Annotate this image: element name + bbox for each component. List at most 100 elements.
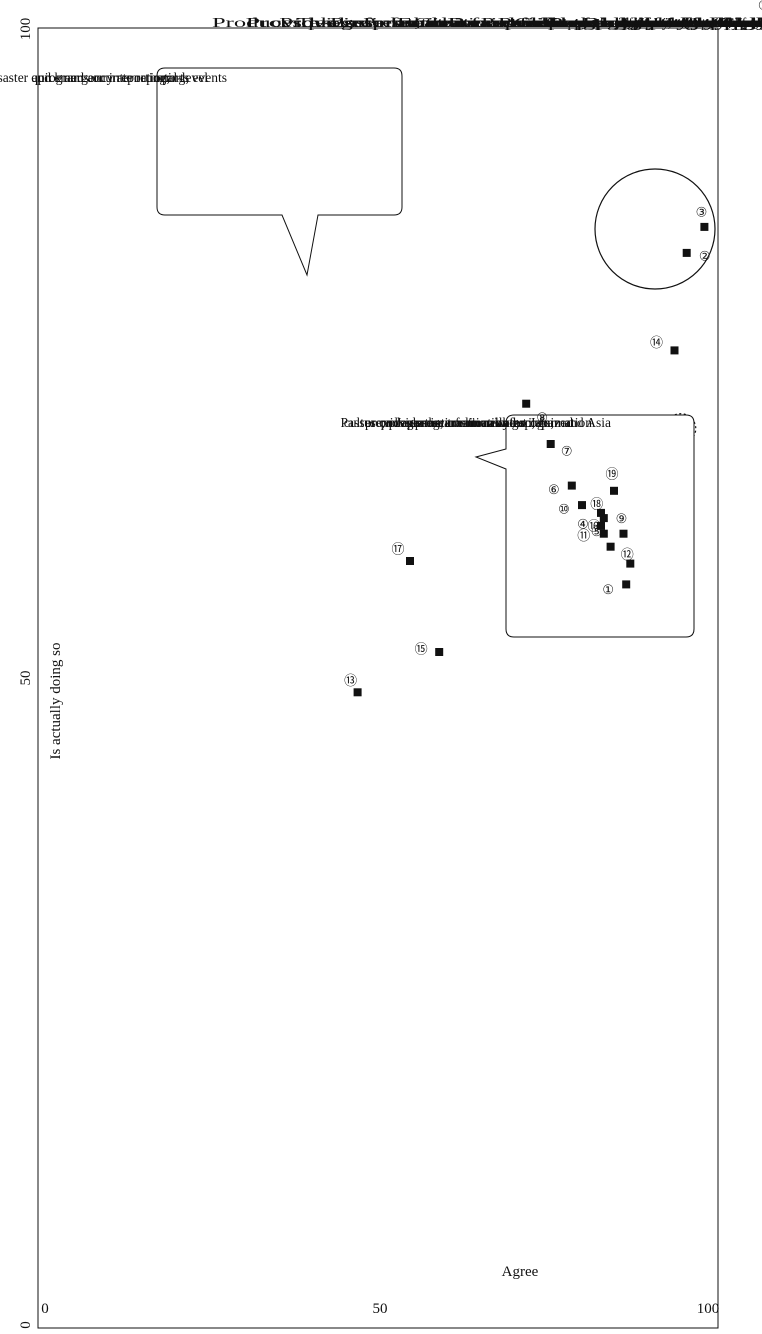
legend-text-line: and provides information that citizens c… [545,15,762,30]
y-tick-label: 50 [18,671,34,686]
point-label: ⑥ [548,482,560,497]
tradition-callout-box [474,414,695,638]
point-marker [599,514,608,523]
point-marker [610,486,618,495]
legend-text-line: Broadcasts sports programs on events suc… [582,15,762,30]
point-marker [597,521,605,530]
tradition-callout-line: culture; closes the information gap; [344,415,535,430]
disaster-callout-line: sports events [157,70,227,85]
legend-text-line: Endeavors to close the information gap a… [397,15,762,30]
data-point-14: ⑭ [650,335,679,355]
legend-text-line: on political or other issues on which vi… [628,15,762,30]
point-label: ⑰ [391,542,404,557]
x-tick-label: 50 [373,1301,388,1317]
point-marker [546,440,555,448]
point-marker [682,248,691,257]
disaster-callout-text: Disaster and emergency reporting; quick … [0,70,227,85]
data-point-6: ⑥ [548,481,576,497]
data-point-11: ⑪ [577,528,608,543]
legend-text-line: Provides people of all ages with opportu… [498,15,762,30]
point-marker [578,501,586,510]
disaster-callout-line: programs on international-level [38,70,208,85]
data-point-7: ⑦ [546,440,573,459]
tradition-callout-line: programs; communicates information [389,415,592,430]
data-point-3: ③ [696,204,709,231]
point-marker [619,529,628,538]
legend-item-4: ④Takes up broad issues from throughout J… [296,15,762,30]
legend-item-14: ⑭Broadcasts sports programs on events su… [582,15,762,30]
point-label: ⑮ [415,642,428,657]
legend-item-13: ⑬Provides programs in popular entertainm… [548,15,762,30]
point-marker [353,688,362,697]
data-point-18: ⑱ [590,497,608,523]
legend-item-16: ⑯Actively communicates events in Japan, … [632,15,762,30]
data-point-12: ⑫ [621,547,635,568]
point-marker [567,481,576,490]
data-point-8: ⑧ [522,399,548,425]
point-label: ③ [696,204,708,219]
point-label: ② [699,248,711,263]
point-label: ④ [577,516,589,531]
tradition-callout-line: about Japan and Asia [497,415,611,430]
point-label: ⑪ [577,528,590,543]
legend-text-line: Is actively involved in developing new t… [666,15,762,30]
data-point-9: ⑨ [616,511,628,538]
disaster-callout-line: quick and accurate reporting; [31,70,189,85]
point-label: ⑧ [536,410,548,425]
x-tick-label: 100 [697,1301,720,1317]
legend-text-line: security, etc. quickly and accurately [626,15,762,30]
legend-item-7: ⑦Endeavors to close the information gap … [397,15,762,30]
data-point-10: ⑩ [558,501,586,517]
legend-text-line: Takes up broad issues from throughout Ja… [296,15,762,30]
point-label: ⑲ [605,466,618,481]
point-label: ⑫ [621,547,634,562]
legend-text-line: Provides programs in popular entertainme… [548,15,762,30]
tradition-callout-line: provides internationally-recognized [381,415,574,430]
y-tick-label: 100 [18,18,34,41]
legend-text-line: Provides information on disasters quickl… [279,15,762,30]
point-marker [435,648,444,656]
data-point-13: ⑬ [344,673,362,697]
point-marker [670,346,679,355]
legend-item-1: ① Produces programs that are not influenc… [212,0,762,30]
legend-item-15: ⑮Actively covers and broadcasts non-main… [615,15,762,30]
top-right-cluster-outline [594,168,716,290]
data-point-5: ⑤ [591,524,615,551]
disaster-callout-box [156,67,403,277]
legend-text-line: Presents, in a fair and neutral manner, … [330,15,762,30]
legend-text-line: or sponsors [724,15,762,30]
legend-text-line: Provides information on politics, the ec… [246,15,762,30]
legend-text-line: Actively covers and broadcasts non-mains… [615,15,762,30]
legend-item-2: ②Provides information on politics, the e… [246,15,762,30]
data-point-15: ⑮ [415,642,444,657]
tradition-callout-line: Passes on Japanese tradition and [341,415,517,430]
legend-text-line: Collects and maintains visual archives t… [716,15,762,30]
point-label: ① [602,582,614,597]
data-point-4: ④ [577,516,605,531]
point-marker [599,529,608,538]
x-tick-label: 0 [41,1301,49,1317]
legend-item-10: ⑩Provides programs that are well-receive… [481,15,762,30]
legend-text-line: Actively communicates events in Japan, J… [632,15,762,30]
legend-number: ① [758,0,762,13]
legend-text-line: precious legacy from the past, to preser… [733,15,762,30]
y-axis-title: Is actually doing so [48,642,64,759]
plot-frame [37,27,719,1329]
legend-item-8: ⑧Creates new program formats that go bey… [414,15,762,30]
data-point-17: ⑰ [391,542,414,565]
legend-item-11: ⑪Provides people of all ages with opport… [498,15,762,30]
point-marker [406,557,414,565]
point-label: ⑬ [344,673,357,688]
y-tick-label: 0 [18,1321,34,1329]
point-marker [626,559,635,568]
point-label: ⑯ [587,518,600,533]
point-marker [700,222,709,231]
point-label: ⑩ [558,502,570,517]
tradition-callout-text: Passes on Japanese tradition and culture… [341,415,611,430]
tradition-callout-line: provides programs in new formats; [365,415,554,430]
legend-text-line: Creates new program formats that go beyo… [414,15,762,30]
legend-text-line: Produces programs that are not influence… [212,15,762,30]
